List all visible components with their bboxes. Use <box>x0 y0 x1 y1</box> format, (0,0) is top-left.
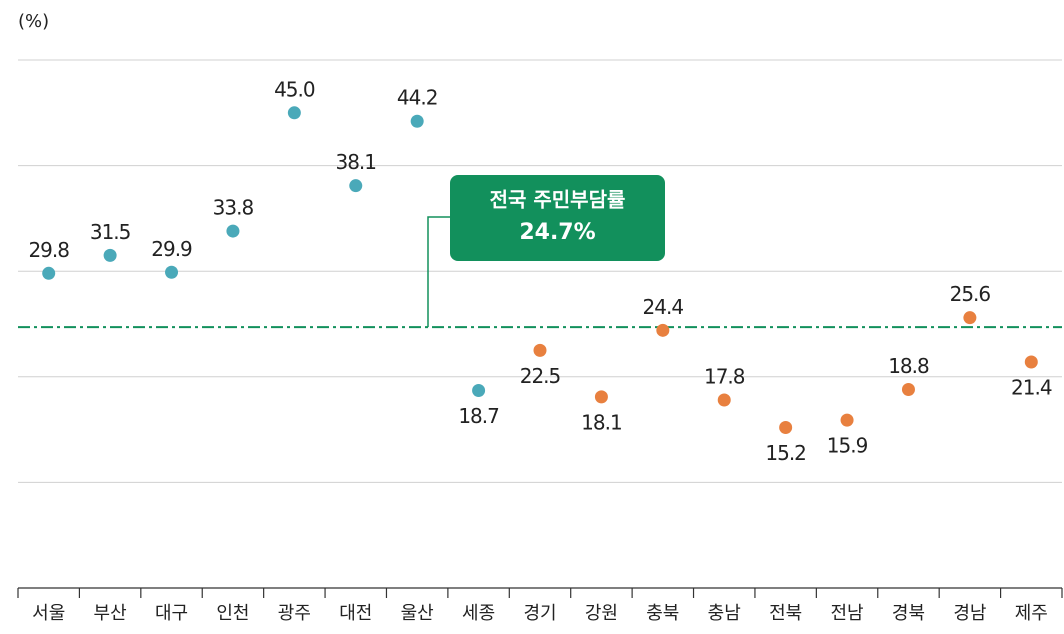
x-tick-label: 서울 <box>32 603 65 624</box>
data-label: 24.4 <box>643 295 684 319</box>
dot <box>717 393 731 407</box>
x-tick-label: 경남 <box>953 603 986 624</box>
dot <box>165 265 179 279</box>
dot <box>103 248 117 262</box>
x-tick-label: 대구 <box>155 603 188 624</box>
data-label: 29.9 <box>151 237 192 261</box>
x-tick-label: 경북 <box>892 603 925 624</box>
x-tick-label: 전북 <box>769 603 802 624</box>
x-tick-label: 제주 <box>1015 603 1048 624</box>
data-label: 31.5 <box>90 220 131 244</box>
data-label: 21.4 <box>1011 376 1052 400</box>
dot <box>779 420 793 434</box>
dot <box>1024 355 1038 369</box>
x-tick-label: 울산 <box>401 603 434 624</box>
data-label: 17.8 <box>704 365 745 389</box>
dot <box>472 384 486 398</box>
data-label: 15.9 <box>827 434 868 458</box>
callout-box <box>450 175 665 261</box>
dot <box>656 323 670 337</box>
x-tick-label: 강원 <box>585 603 618 624</box>
data-label: 45.0 <box>274 77 315 101</box>
dot <box>410 114 424 128</box>
dot <box>594 390 608 404</box>
data-label: 18.1 <box>581 410 622 434</box>
x-tick-label: 전남 <box>830 603 863 624</box>
callout-value: 24.7% <box>519 220 595 245</box>
dot <box>349 179 363 193</box>
x-tick-label: 인천 <box>216 603 249 624</box>
data-label: 44.2 <box>397 86 438 110</box>
callout-title: 전국 주민부담률 <box>490 188 626 212</box>
x-tick-label: 광주 <box>278 603 311 624</box>
data-label: 18.8 <box>888 354 929 378</box>
dot <box>42 266 56 280</box>
dot <box>226 224 240 238</box>
data-label: 38.1 <box>335 150 376 174</box>
data-label: 25.6 <box>950 282 991 306</box>
x-tick-label: 세종 <box>462 603 495 624</box>
dot <box>287 106 301 120</box>
x-tick-label: 부산 <box>94 603 127 624</box>
dot <box>840 413 854 427</box>
x-tick-label: 충남 <box>708 603 741 624</box>
unit-label: (%) <box>18 11 49 32</box>
x-tick-label: 대전 <box>339 603 372 624</box>
dot <box>963 311 977 325</box>
dot <box>533 343 547 357</box>
dot <box>901 382 915 396</box>
callout-connector <box>427 216 450 328</box>
data-label: 29.8 <box>28 238 69 262</box>
data-label: 15.2 <box>765 441 806 465</box>
x-tick-label: 경기 <box>523 603 556 624</box>
data-label: 33.8 <box>213 196 254 220</box>
data-label: 18.7 <box>458 404 499 428</box>
data-label: 22.5 <box>520 364 561 388</box>
x-tick-label: 충북 <box>646 603 679 624</box>
